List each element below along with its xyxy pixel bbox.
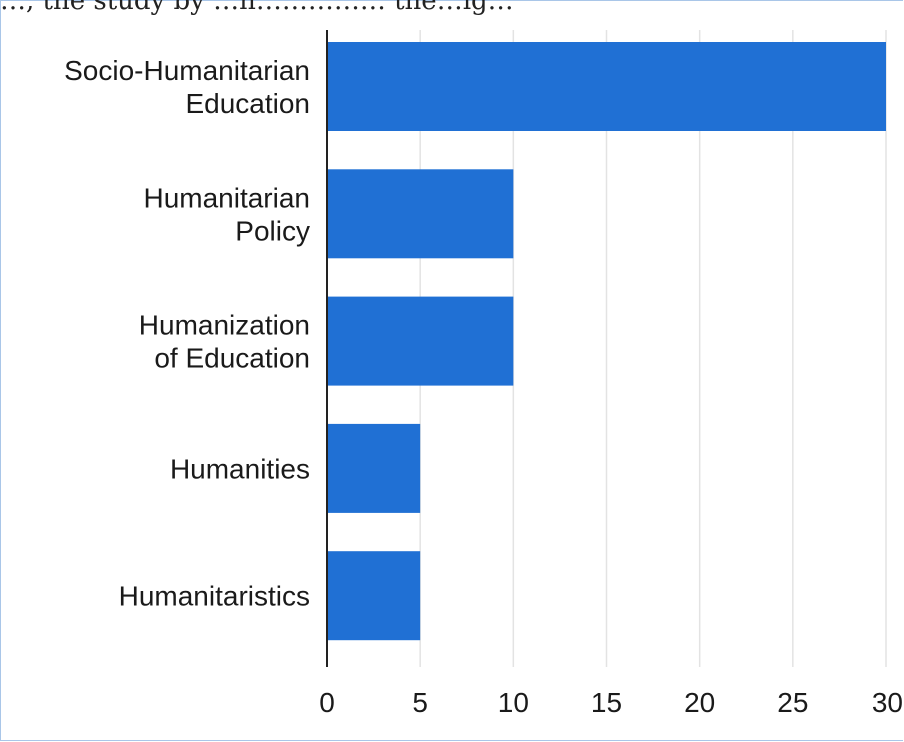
x-tick-label-0: 0 xyxy=(319,687,335,718)
category-label-5-line-1: Humanitaristics xyxy=(119,581,310,612)
cropped-caption-text: …, the study by …h…………… the…ig… xyxy=(0,0,514,16)
category-label-4-line-1: Humanities xyxy=(170,453,310,484)
category-label-3-line-1: Humanization xyxy=(139,310,310,341)
x-tick-label-10: 10 xyxy=(498,687,529,718)
bar-5 xyxy=(327,551,421,641)
x-tick-label-15: 15 xyxy=(591,687,622,718)
x-tick-label-5: 5 xyxy=(412,687,428,718)
category-label-2-line-1: Humanitarian xyxy=(143,182,310,213)
x-tick-label-25: 25 xyxy=(777,687,808,718)
bar-3 xyxy=(327,296,514,386)
category-label-1-line-1: Socio-Humanitarian xyxy=(64,55,310,86)
bar-4 xyxy=(327,423,421,513)
bar-1 xyxy=(327,42,886,131)
x-tick-label-20: 20 xyxy=(684,687,715,718)
category-label-1-line-2: Education xyxy=(185,88,310,119)
category-label-2-line-2: Policy xyxy=(235,215,310,246)
bar-2 xyxy=(327,169,514,259)
category-label-3-line-2: of Education xyxy=(154,343,310,374)
x-tick-label-30: 30 xyxy=(872,687,903,718)
